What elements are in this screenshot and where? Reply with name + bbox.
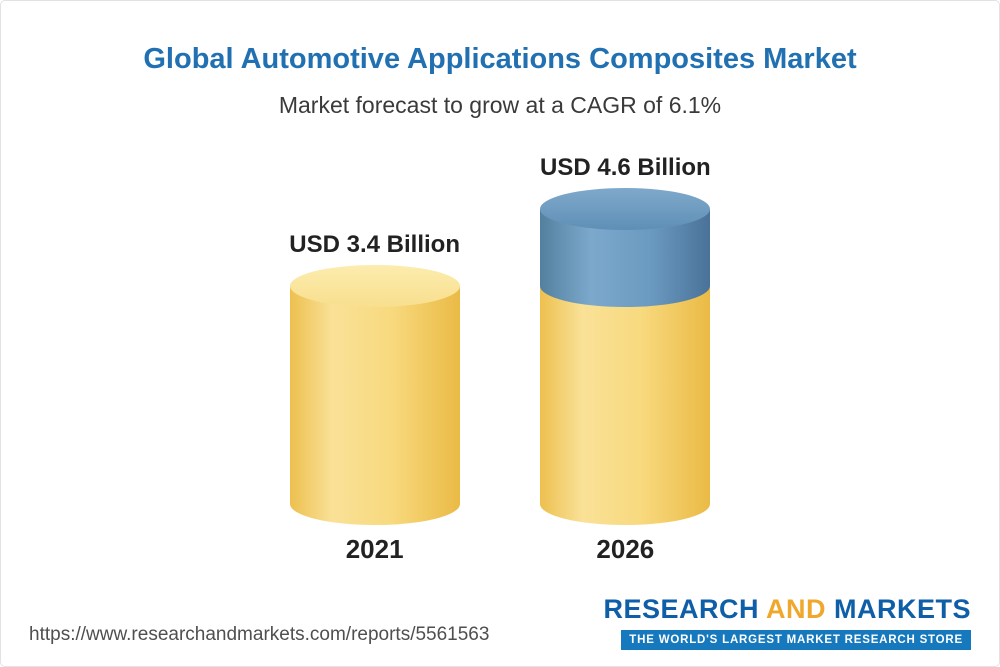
bar-group-2021: USD 3.4 Billion 2021 [289, 230, 460, 564]
bar-2026-top-cap [540, 188, 711, 230]
bar-2026-growth-segment [540, 188, 711, 307]
chart-title: Global Automotive Applications Composite… [143, 43, 857, 75]
bar-2021 [289, 265, 460, 525]
report-url-link[interactable]: https://www.researchandmarkets.com/repor… [29, 624, 490, 645]
chart-subtitle: Market forecast to grow at a CAGR of 6.1… [278, 92, 722, 118]
value-label-2021: USD 3.4 Billion [289, 231, 460, 258]
bar-group-2026: USD 4.6 Billion 2026 [540, 153, 711, 564]
logo-word-markets: MARKETS [834, 594, 971, 624]
logo-word-and: AND [765, 594, 826, 624]
bar-chart: USD 3.4 Billion 2021 USD 4.6 Billion 202… [1, 153, 999, 564]
bar-2026 [540, 188, 711, 525]
bar-2021-top-cap [289, 265, 460, 307]
x-axis-label-2026: 2026 [596, 534, 655, 564]
logo-wordmark: RESEARCH AND MARKETS [603, 594, 971, 625]
logo-word-research: RESEARCH [603, 594, 759, 624]
x-axis-label-2021: 2021 [345, 534, 404, 564]
bar-2026-base-segment [540, 286, 711, 525]
value-label-2026: USD 4.6 Billion [540, 154, 711, 181]
researchandmarkets-logo[interactable]: RESEARCH AND MARKETS THE WORLD'S LARGEST… [603, 594, 971, 650]
bar-2021-body [289, 265, 460, 525]
logo-tagline: THE WORLD'S LARGEST MARKET RESEARCH STOR… [621, 630, 971, 650]
